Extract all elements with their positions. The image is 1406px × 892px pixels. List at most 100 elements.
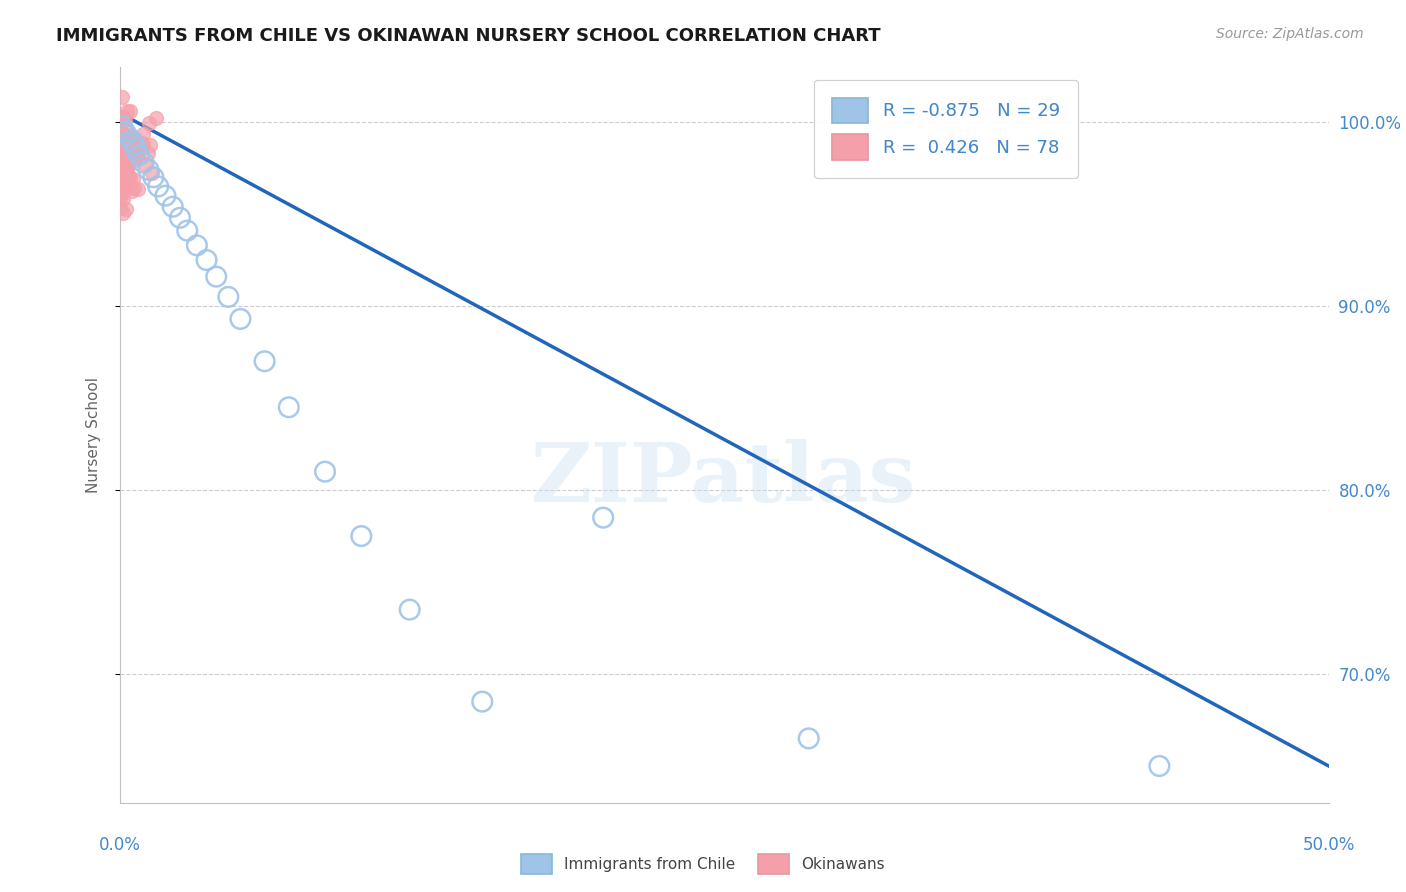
Point <box>111 168 134 182</box>
Point <box>195 253 218 268</box>
Point <box>115 153 138 167</box>
Point <box>148 179 170 194</box>
Point <box>114 202 136 217</box>
Point <box>112 124 135 138</box>
Point <box>121 171 143 186</box>
Point <box>110 185 132 199</box>
Point <box>120 170 142 185</box>
Point <box>134 157 156 171</box>
Point <box>127 181 149 195</box>
Point <box>120 130 142 145</box>
Point <box>128 148 150 162</box>
Point <box>115 128 138 142</box>
Legend: R = -0.875   N = 29, R =  0.426   N = 78: R = -0.875 N = 29, R = 0.426 N = 78 <box>814 79 1078 178</box>
Point <box>131 136 153 151</box>
Point <box>114 160 136 174</box>
Point <box>122 141 145 155</box>
Point <box>110 167 132 181</box>
Point <box>112 183 135 197</box>
Point <box>111 161 134 176</box>
Y-axis label: Nursery School: Nursery School <box>86 376 101 493</box>
Point <box>110 186 132 200</box>
Point <box>138 138 160 153</box>
Point <box>114 163 136 178</box>
Point <box>138 162 160 177</box>
Text: Source: ZipAtlas.com: Source: ZipAtlas.com <box>1216 27 1364 41</box>
Text: IMMIGRANTS FROM CHILE VS OKINAWAN NURSERY SCHOOL CORRELATION CHART: IMMIGRANTS FROM CHILE VS OKINAWAN NURSER… <box>56 27 882 45</box>
Point <box>112 206 135 220</box>
Point <box>169 211 191 225</box>
Point <box>229 312 252 326</box>
Point <box>115 158 138 172</box>
Point <box>121 133 143 147</box>
Point <box>114 178 136 192</box>
Point <box>114 151 136 165</box>
Point <box>141 166 163 180</box>
Point <box>115 133 138 147</box>
Point <box>112 157 135 171</box>
Point <box>138 116 160 130</box>
Point <box>114 165 136 179</box>
Point <box>132 155 155 169</box>
Legend: Immigrants from Chile, Okinawans: Immigrants from Chile, Okinawans <box>515 848 891 880</box>
Point <box>398 602 420 616</box>
Point <box>108 125 131 139</box>
Point <box>145 111 167 125</box>
Point <box>114 122 136 136</box>
Point <box>186 238 208 252</box>
Point <box>112 192 135 206</box>
Point <box>176 224 198 238</box>
Point <box>122 181 145 195</box>
Point <box>314 465 336 479</box>
Point <box>117 169 139 183</box>
Point <box>253 354 276 368</box>
Point <box>117 138 139 153</box>
Point <box>127 149 149 163</box>
Point <box>115 160 138 174</box>
Point <box>277 401 299 415</box>
Point <box>1149 759 1171 773</box>
Point <box>112 161 135 176</box>
Text: 0.0%: 0.0% <box>98 836 141 854</box>
Point <box>110 112 132 127</box>
Point <box>110 133 132 147</box>
Point <box>111 134 134 148</box>
Point <box>121 148 143 162</box>
Point <box>110 134 132 148</box>
Text: ZIPatlas: ZIPatlas <box>531 439 917 519</box>
Point <box>122 137 145 152</box>
Point <box>125 143 148 157</box>
Point <box>114 153 136 168</box>
Point <box>217 290 239 304</box>
Point <box>121 146 143 161</box>
Point <box>350 529 373 543</box>
Point <box>118 169 141 184</box>
Point <box>162 200 184 214</box>
Point <box>132 127 155 141</box>
Point <box>124 131 146 145</box>
Point <box>112 147 135 161</box>
Point <box>205 269 228 284</box>
Point <box>120 143 142 157</box>
Point <box>111 119 134 133</box>
Point <box>111 89 134 103</box>
Point <box>115 103 138 118</box>
Point <box>121 185 143 199</box>
Point <box>108 168 131 182</box>
Point <box>111 140 134 154</box>
Point <box>115 149 138 163</box>
Point <box>114 112 136 127</box>
Point <box>118 104 141 119</box>
Point <box>117 160 139 174</box>
Point <box>112 164 135 178</box>
Point <box>592 510 614 524</box>
Point <box>142 170 165 185</box>
Point <box>120 142 142 156</box>
Point <box>114 162 136 177</box>
Point <box>110 188 132 202</box>
Point <box>127 142 149 156</box>
Point <box>121 144 143 158</box>
Point <box>115 138 138 153</box>
Point <box>471 695 494 709</box>
Point <box>115 153 138 168</box>
